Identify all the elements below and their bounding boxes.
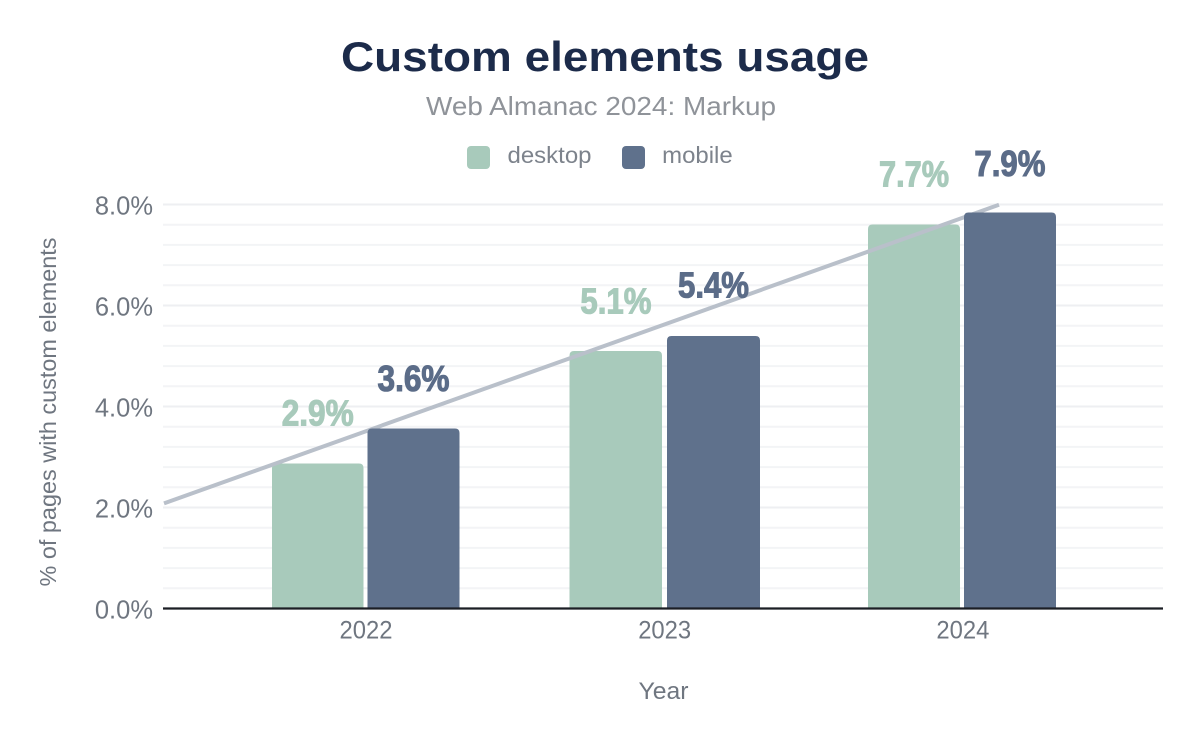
svg-text:Web Almanac 2024: Markup: Web Almanac 2024: Markup [426,91,776,121]
svg-text:2024: 2024 [936,617,989,645]
svg-text:mobile: mobile [662,142,733,168]
svg-text:0.0%: 0.0% [95,597,153,625]
svg-text:7.9%: 7.9% [974,143,1045,184]
svg-text:2022: 2022 [340,617,393,645]
svg-text:desktop: desktop [508,142,592,168]
svg-text:Year: Year [639,678,689,705]
svg-text:2.9%: 2.9% [282,393,354,434]
svg-text:6.0%: 6.0% [95,294,153,322]
svg-text:Custom elements usage: Custom elements usage [341,33,869,80]
svg-text:7.7%: 7.7% [879,154,949,195]
svg-text:% of pages with custom element: % of pages with custom elements [35,238,61,587]
svg-text:3.6%: 3.6% [378,358,450,399]
svg-text:8.0%: 8.0% [95,193,153,221]
svg-text:4.0%: 4.0% [95,395,153,423]
svg-text:2.0%: 2.0% [95,496,153,524]
svg-text:5.4%: 5.4% [678,265,749,306]
svg-text:5.1%: 5.1% [580,281,651,322]
svg-text:2023: 2023 [638,617,691,645]
